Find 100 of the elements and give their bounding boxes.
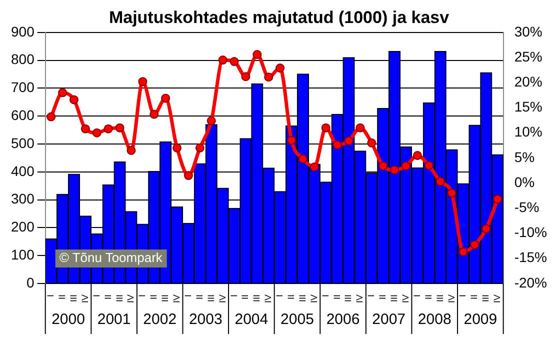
y-tick-label: 300 (11, 190, 35, 207)
x-tick-label: I (91, 294, 102, 298)
y2-tick-label: 25% (514, 48, 542, 64)
text: 2000 (52, 311, 85, 328)
point (58, 88, 68, 98)
x-tick-label: I (228, 294, 239, 298)
x-tick-label: II (194, 294, 204, 300)
x-tick-label: II (469, 294, 480, 300)
x-tick-label: IV (263, 294, 274, 304)
x-tick-label: IV (126, 294, 136, 304)
x-tick-label: IV (80, 294, 90, 304)
point (230, 57, 239, 66)
y2-tick-label: -10% (514, 224, 548, 240)
x-tick-label: IV (217, 294, 228, 304)
text: 2003 (188, 311, 222, 328)
x-tick-label: I (46, 294, 56, 298)
chart-title: Majutuskohtades majutatud (1000) ja kasv (108, 8, 450, 27)
x-tick-label: III (389, 294, 400, 302)
x-tick-label: II (286, 294, 296, 300)
point (402, 161, 410, 170)
x-tick-label: IV (400, 294, 410, 304)
x-tick-label: I (458, 294, 468, 298)
x-tick-label: III (68, 294, 78, 302)
x-tick-label: III (297, 294, 308, 302)
x-tick-label: I (137, 294, 148, 298)
point (206, 116, 216, 126)
point (458, 247, 468, 256)
point (436, 177, 445, 186)
y2-tick-label: 0% (514, 174, 535, 190)
y-tick-label: 800 (11, 51, 35, 68)
point (195, 143, 204, 152)
point (356, 123, 365, 132)
y2-tick-label: -5% (514, 199, 540, 216)
point (264, 72, 274, 82)
point (161, 94, 170, 103)
x-tick-label: III (206, 294, 216, 302)
y2-tick-label: 30% (514, 23, 542, 40)
y-tick-label: 100 (11, 246, 35, 262)
x-tick-label: III (480, 294, 491, 302)
point (104, 124, 113, 134)
point (138, 77, 148, 86)
point (298, 154, 308, 164)
point (390, 166, 400, 174)
point (321, 123, 330, 132)
x-tick-label: II (332, 294, 342, 300)
point (126, 146, 136, 155)
point (287, 136, 296, 145)
annotation: © Tõnu Toompark (59, 250, 163, 266)
text: 2001 (97, 311, 131, 328)
x-tick-label: II (57, 294, 68, 300)
x-tick-label: I (274, 294, 285, 298)
point (172, 143, 182, 152)
point (310, 162, 319, 172)
x-tick-label: I (412, 294, 422, 298)
point (276, 64, 285, 73)
y-tick-label: 500 (11, 134, 35, 151)
point (218, 56, 228, 65)
y-tick-label: 200 (11, 218, 35, 235)
y-tick-label: 400 (11, 162, 35, 179)
point (344, 136, 354, 146)
point (150, 110, 159, 119)
x-tick-label: III (160, 294, 170, 302)
text: 2006 (326, 311, 360, 328)
point (92, 128, 102, 138)
x-tick-label: III (343, 294, 354, 302)
point (69, 95, 78, 104)
x-tick-label: IV (354, 294, 365, 304)
text: 2005 (280, 311, 314, 328)
y2-tick-label: 10% (514, 124, 542, 140)
y2-tick-label: -15% (514, 249, 548, 266)
y2-tick-label: 15% (514, 98, 542, 115)
x-tick-label: II (378, 294, 388, 300)
x-tick-label: IV (492, 294, 502, 304)
point (482, 224, 491, 234)
point (184, 171, 193, 180)
y-tick-label: 600 (11, 106, 35, 123)
point (367, 138, 376, 148)
x-tick-label: II (102, 294, 113, 300)
x-tick-label: IV (172, 294, 182, 304)
x-tick-label: III (114, 294, 124, 302)
y-tick-label: 700 (11, 79, 35, 96)
x-tick-label: I (182, 294, 193, 298)
x-tick-label: III (434, 294, 445, 302)
text: 2002 (143, 311, 177, 328)
y2-tick-label: 5% (514, 148, 535, 165)
y-tick-label: 900 (11, 23, 35, 40)
point (470, 240, 480, 250)
point (46, 112, 56, 122)
point (493, 194, 502, 204)
x-tick-label: III (252, 294, 262, 302)
point (424, 160, 434, 170)
x-tick-label: I (366, 294, 376, 298)
x-tick-label: II (148, 294, 159, 300)
x-tick-label: IV (446, 294, 456, 304)
point (80, 124, 90, 134)
text: 2008 (418, 311, 452, 328)
y-tick-label: 0 (26, 274, 35, 290)
point (332, 140, 342, 150)
x-tick-label: IV (308, 294, 319, 304)
text: 2009 (464, 311, 498, 328)
